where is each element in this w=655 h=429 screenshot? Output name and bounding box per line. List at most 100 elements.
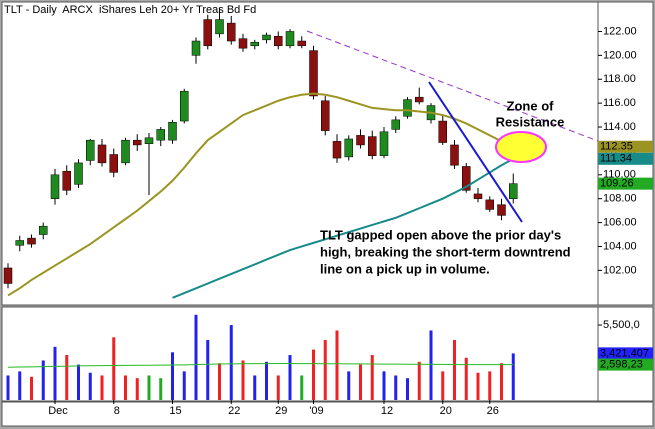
last-value-label: 2,598,23: [600, 358, 643, 370]
volume-bar: [100, 375, 104, 400]
volume-bar: [500, 363, 503, 400]
volume-bar: [241, 360, 245, 400]
volume-bar: [206, 340, 210, 400]
last-value-tag: [598, 177, 653, 190]
volume-bar: [476, 372, 480, 400]
candle-body: [156, 129, 165, 141]
y-tick-label: 108.00: [603, 193, 637, 205]
volume-bar: [6, 375, 10, 400]
last-value-tag: [598, 358, 653, 371]
candle-body: [86, 139, 95, 161]
y-tick-label: 102.00: [603, 264, 637, 276]
chart-title: TLT - Daily ARCX iShares Leh 20+ Yr Trea…: [4, 4, 256, 16]
candle-body: [344, 138, 353, 158]
y-tick-label: 122.00: [603, 25, 637, 37]
y-tick-label: 106.00: [603, 216, 637, 228]
downtrend-line: [428, 81, 523, 223]
candle-body: [3, 267, 13, 284]
last-value-label: 3,421,407: [600, 347, 649, 359]
candle-body: [133, 139, 142, 146]
volume-bar: [394, 375, 398, 400]
candle-body: [15, 240, 24, 246]
volume-bar: [511, 353, 515, 400]
candle-body: [238, 38, 248, 49]
moving-average: [7, 362, 514, 368]
candle-body: [109, 154, 118, 173]
volume-bar: [382, 371, 386, 400]
volume-bar: [453, 340, 456, 400]
candle-body: [274, 36, 283, 47]
candle-body: [438, 120, 447, 143]
volume-bar: [18, 371, 22, 400]
volume-bar: [265, 361, 268, 400]
x-tick-label: 20: [440, 405, 452, 417]
volume-bar: [359, 364, 362, 400]
volume-bar: [417, 361, 421, 400]
resistance-line: [306, 30, 599, 142]
volume-bar: [159, 378, 163, 400]
candle-body: [250, 41, 259, 47]
volume-bar: [335, 330, 339, 400]
y-tick-label: 104.00: [603, 240, 637, 252]
candle-body: [74, 162, 83, 185]
candle-body: [39, 225, 48, 235]
candle-body: [62, 170, 71, 191]
candle-body: [403, 99, 412, 117]
volume-bar: [124, 375, 127, 400]
x-tick-label: 26: [487, 405, 499, 417]
candle-body: [415, 96, 424, 103]
y-tick-label: 118.00: [603, 73, 636, 85]
volume-bar: [182, 371, 186, 400]
candle-body: [509, 183, 518, 199]
annotation: line on a pick up in volume.: [320, 261, 490, 276]
candle-body: [168, 122, 177, 141]
plot: 102.00104.00106.00108.00110.00112.00114.…: [3, 7, 653, 417]
candle-body: [391, 119, 400, 130]
volume-bar: [488, 371, 492, 400]
volume-bar: [218, 363, 221, 400]
volume-bar: [323, 340, 327, 400]
annotation: Resistance: [496, 114, 565, 129]
candle-body: [332, 141, 342, 159]
candle-body: [215, 19, 224, 35]
candle-body: [227, 22, 236, 42]
candle-body: [450, 144, 459, 166]
moving-average: [172, 157, 514, 299]
volume-bar: [135, 378, 139, 400]
volume-bar: [65, 355, 69, 400]
volume-bar: [300, 375, 304, 400]
last-value-tag: [598, 347, 653, 360]
candle-body: [50, 174, 60, 199]
candle-body: [27, 237, 36, 245]
y-tick-label: 5,500,0: [603, 319, 640, 331]
x-tick-label: Dec: [48, 405, 68, 417]
volume-bar: [276, 375, 280, 400]
candle-body: [321, 100, 330, 131]
candle-body: [203, 19, 212, 47]
candle-body: [121, 139, 130, 164]
y-tick-label: 120.00: [603, 49, 637, 61]
x-tick-label: 29: [275, 405, 287, 417]
candle-body: [262, 34, 271, 41]
x-tick-label: 15: [169, 405, 181, 417]
candle-body: [497, 204, 506, 216]
volume-bar: [406, 378, 409, 400]
candle-body: [297, 40, 306, 47]
volume-bar: [370, 355, 374, 400]
volume-bar: [53, 346, 57, 400]
volume-bar: [347, 371, 351, 400]
candle-body: [309, 50, 318, 97]
candle-body: [356, 135, 365, 146]
volume-bar: [312, 349, 315, 400]
candle-body: [97, 144, 107, 164]
volume-bar: [194, 314, 198, 400]
annotation: Zone of: [507, 98, 555, 113]
last-value-label: 112.35: [600, 141, 633, 153]
volume-bar: [171, 352, 174, 400]
volume-bar: [112, 337, 116, 400]
volume-bar: [229, 325, 233, 400]
annotation: TLT gapped open above the prior day's: [320, 227, 561, 242]
x-tick-label: '09: [309, 405, 323, 417]
volume-bar: [77, 364, 80, 400]
volume-bar: [464, 357, 468, 400]
